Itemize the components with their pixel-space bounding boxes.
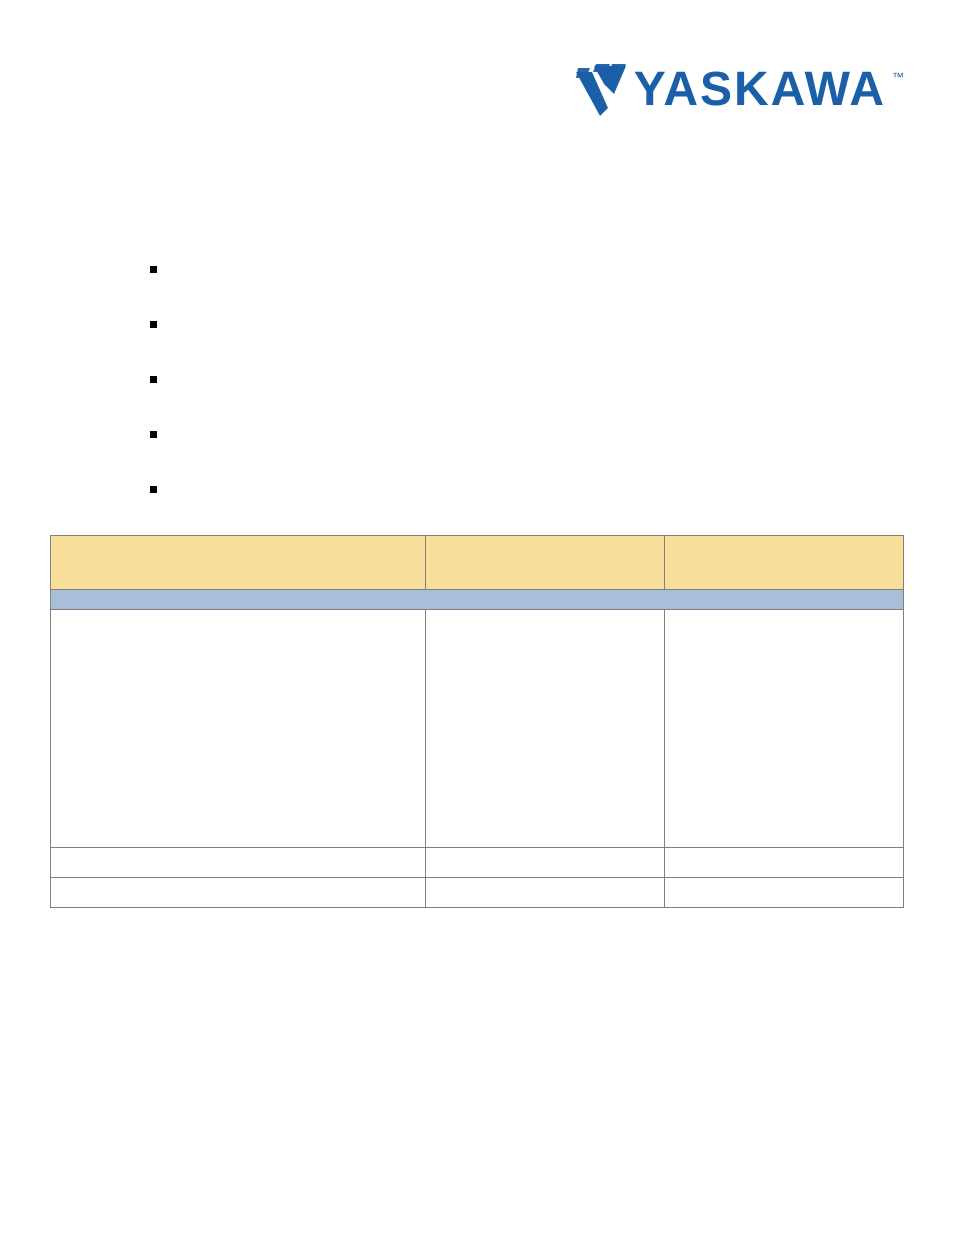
table-header-cell <box>51 536 426 590</box>
table-row <box>51 610 904 848</box>
table-cell <box>665 848 904 878</box>
toc-link-2[interactable] <box>176 315 556 333</box>
toc-link-4[interactable] <box>176 425 561 443</box>
table-cell <box>51 878 426 908</box>
brand-logo: YASKAWA ™ <box>574 62 904 117</box>
table-cell <box>426 878 665 908</box>
data-table <box>50 535 904 908</box>
yaskawa-mark-icon <box>574 64 628 116</box>
list-item <box>150 370 904 393</box>
table-header-cell <box>426 536 665 590</box>
table-row <box>51 848 904 878</box>
table-section-cell <box>51 590 904 610</box>
table-cell <box>51 848 426 878</box>
toc-link-3[interactable] <box>176 370 486 388</box>
toc-link-5[interactable] <box>176 480 396 498</box>
list-item <box>150 480 904 503</box>
logo-trademark: ™ <box>892 70 904 84</box>
table-cell <box>426 610 665 848</box>
list-item <box>150 315 904 338</box>
table-header-cell <box>665 536 904 590</box>
logo-text: YASKAWA <box>634 62 886 117</box>
list-item <box>150 260 904 283</box>
table-cell <box>665 610 904 848</box>
link-list <box>150 260 904 503</box>
toc-link-1[interactable] <box>176 260 499 278</box>
table-header-row <box>51 536 904 590</box>
table-cell <box>665 878 904 908</box>
table-row <box>51 878 904 908</box>
table-cell <box>51 610 426 848</box>
list-item <box>150 425 904 448</box>
table-cell <box>426 848 665 878</box>
table-section-row <box>51 590 904 610</box>
